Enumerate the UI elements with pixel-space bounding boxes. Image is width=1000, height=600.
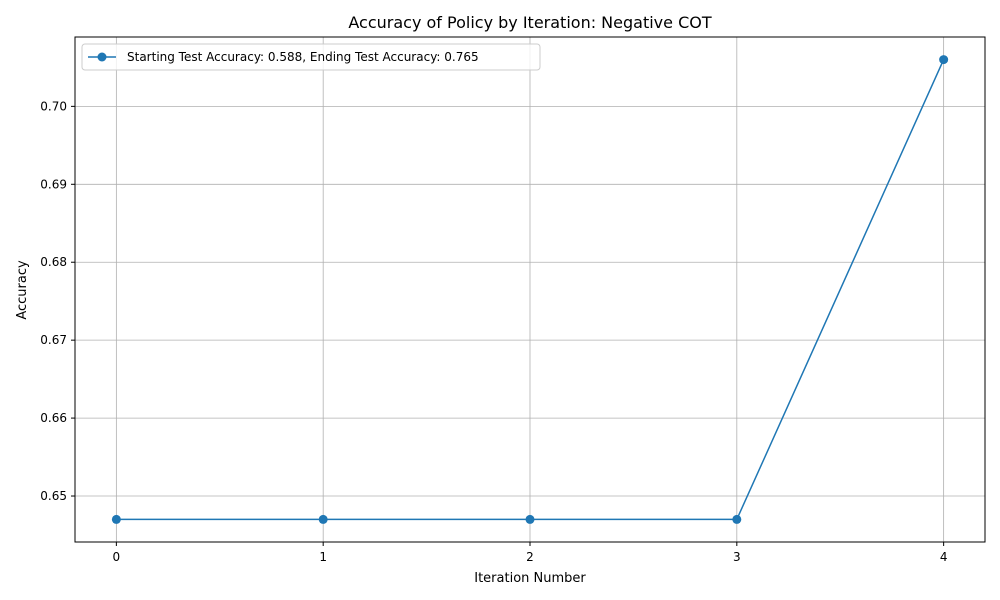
chart-title: Accuracy of Policy by Iteration: Negativ… (348, 13, 711, 32)
y-axis-ticks: 0.65 0.66 0.67 0.68 0.69 0.70 (40, 99, 75, 503)
series-layer (111, 55, 949, 524)
legend: Starting Test Accuracy: 0.588, Ending Te… (81, 43, 541, 71)
data-point (318, 514, 328, 524)
y-tick-label: 0.68 (40, 255, 67, 269)
y-tick-label: 0.66 (40, 411, 67, 425)
x-tick-label: 4 (940, 550, 948, 564)
legend-marker-swatch (97, 52, 107, 62)
y-tick-label: 0.65 (40, 489, 67, 503)
y-tick-label: 0.67 (40, 333, 67, 347)
legend-box (81, 43, 541, 71)
legend-entry-label: Starting Test Accuracy: 0.588, Ending Te… (127, 50, 479, 64)
x-tick-label: 1 (319, 550, 327, 564)
data-point (525, 514, 535, 524)
x-tick-label: 0 (113, 550, 121, 564)
data-point (732, 514, 742, 524)
x-axis-ticks: 0 1 2 3 4 (113, 542, 948, 564)
data-point (939, 55, 949, 65)
y-tick-label: 0.69 (40, 177, 67, 191)
data-point (111, 514, 121, 524)
y-axis-label: Accuracy (15, 260, 30, 320)
y-tick-label: 0.70 (40, 99, 67, 113)
x-tick-label: 2 (526, 550, 534, 564)
x-tick-label: 3 (733, 550, 741, 564)
grid-lines (75, 37, 985, 542)
x-axis-label: Iteration Number (474, 571, 586, 586)
